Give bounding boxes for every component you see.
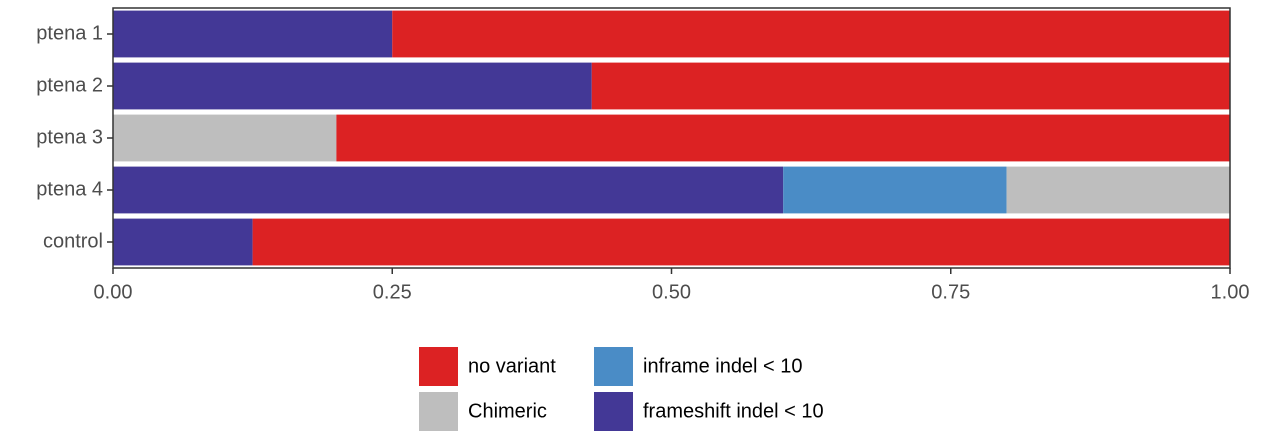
x-tick-label: 0.00 — [94, 281, 133, 303]
bar-segment — [113, 62, 592, 110]
y-tick-label: ptena 3 — [36, 126, 103, 148]
x-tick-label: 0.75 — [931, 281, 970, 303]
x-tick-label: 0.25 — [373, 281, 412, 303]
y-tick-label: ptena 4 — [36, 178, 103, 200]
bar-segment — [113, 166, 784, 214]
bar-segment — [113, 218, 253, 266]
legend-label: inframe indel < 10 — [643, 355, 803, 377]
legend-label: no variant — [468, 355, 556, 377]
bar-segment — [336, 114, 1230, 162]
legend-key — [419, 392, 458, 431]
x-tick-label: 0.50 — [652, 281, 691, 303]
bar-segment — [392, 10, 1230, 58]
legend-key — [419, 347, 458, 386]
y-tick-label: ptena 1 — [36, 22, 103, 44]
bar-segment — [113, 10, 393, 58]
legend-label: Chimeric — [468, 400, 547, 422]
y-tick-label: ptena 2 — [36, 74, 103, 96]
legend-label: frameshift indel < 10 — [643, 400, 824, 422]
x-tick-label: 1.00 — [1211, 281, 1250, 303]
bar-segment — [783, 166, 1007, 214]
y-tick-label: control — [43, 230, 103, 252]
bar-segment — [113, 114, 337, 162]
bar-segment — [1006, 166, 1230, 214]
legend-key — [594, 392, 633, 431]
bar-segment — [252, 218, 1230, 266]
legend-key — [594, 347, 633, 386]
bar-segment — [591, 62, 1230, 110]
